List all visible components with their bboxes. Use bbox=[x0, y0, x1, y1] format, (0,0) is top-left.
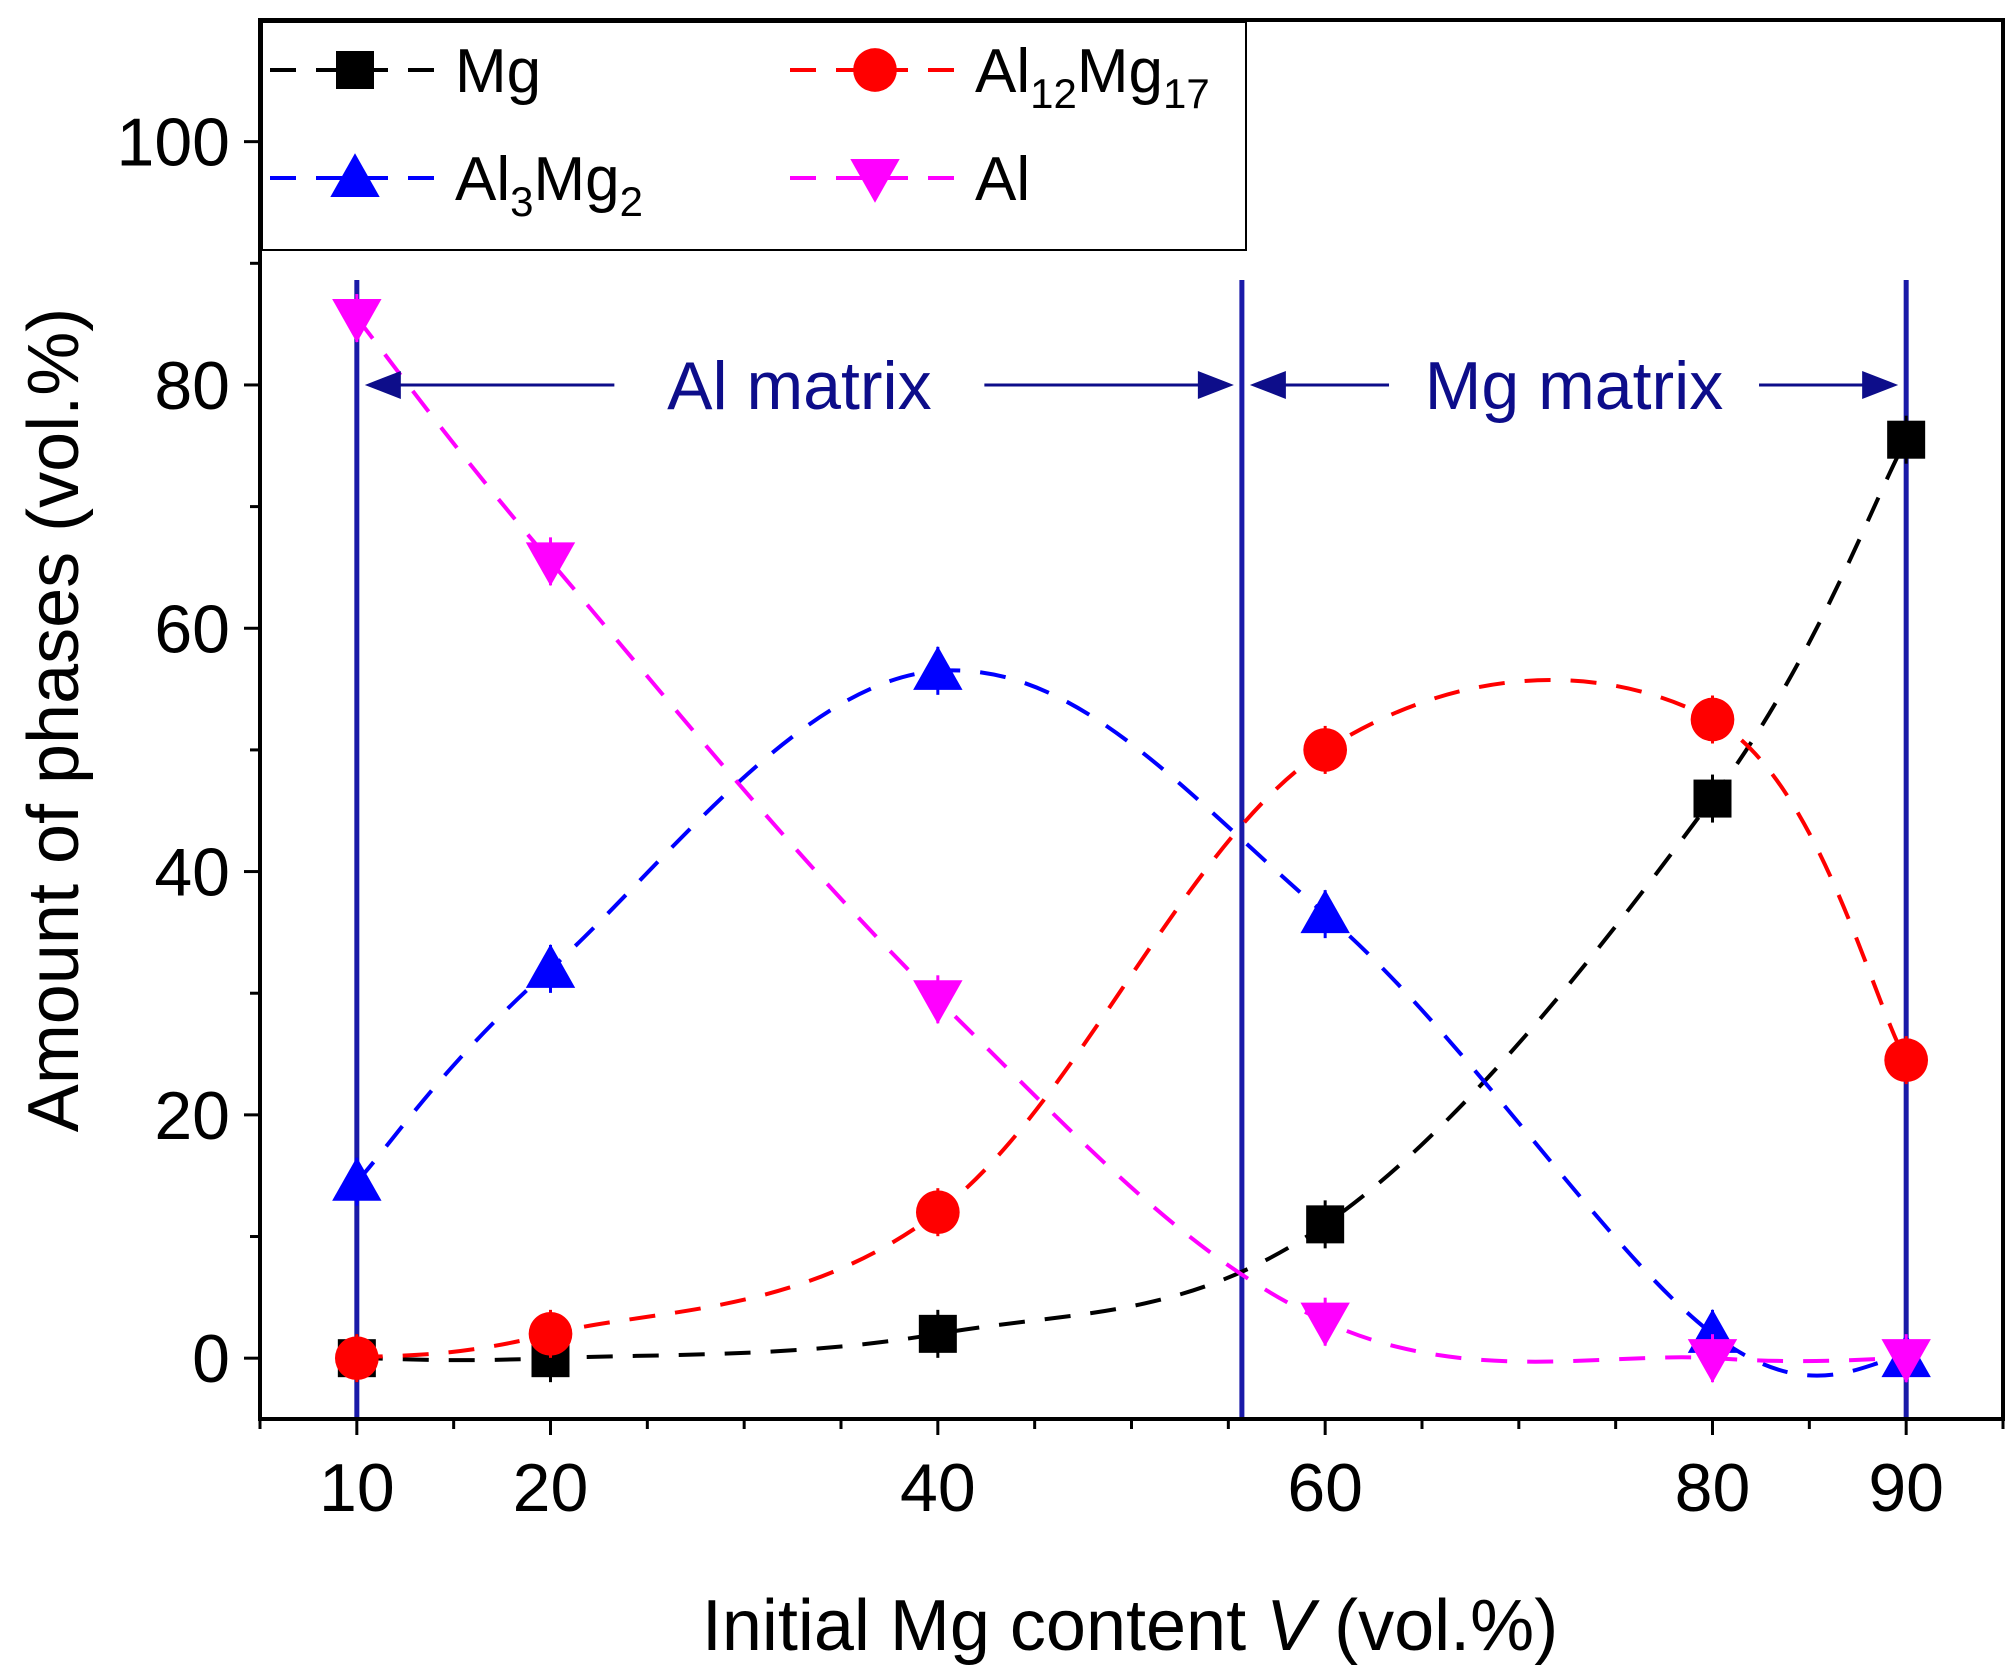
y-tick-label-80: 80 bbox=[154, 348, 230, 424]
series-line-Al12Mg17 bbox=[356, 678, 1908, 1361]
x-axis-title: Initial Mg content V (vol.%) bbox=[702, 1586, 1558, 1666]
legend-marker-Al3Mg2 bbox=[330, 153, 380, 197]
legend: Mg Al12Mg17 Al3Mg2 Al bbox=[261, 21, 1247, 251]
series-line-Al3Mg2 bbox=[355, 668, 1907, 1378]
legend-box bbox=[261, 21, 1247, 251]
region-annotations: Al matrix Mg matrix bbox=[364, 348, 1899, 424]
x-tick-label-80: 80 bbox=[1675, 1450, 1751, 1526]
annotation-label-1: Al matrix bbox=[667, 348, 931, 424]
y-tick-label-60: 60 bbox=[154, 591, 230, 667]
x-tick-label-10: 10 bbox=[319, 1450, 395, 1526]
series-line-Al bbox=[355, 316, 1907, 1364]
x-tick-label-90: 90 bbox=[1868, 1450, 1944, 1526]
annotation-label-2: Mg matrix bbox=[1425, 348, 1723, 424]
y-tick-label-40: 40 bbox=[154, 835, 230, 911]
legend-label-Mg: Mg bbox=[455, 37, 541, 106]
annotation-arrow-left-1 bbox=[364, 370, 401, 399]
legend-marker-Al bbox=[850, 159, 900, 203]
legend-label-Al: Al bbox=[975, 145, 1030, 214]
y-tick-label-100: 100 bbox=[117, 105, 230, 181]
region-boundaries bbox=[354, 280, 1909, 1419]
series-lines bbox=[355, 316, 1908, 1378]
y-axis-title: Amount of phases (vol.%) bbox=[14, 308, 94, 1132]
x-tick-label-20: 20 bbox=[513, 1450, 589, 1526]
legend-marker-Al12Mg17 bbox=[853, 48, 897, 92]
series-line-Mg bbox=[356, 438, 1908, 1363]
annotation-arrow-left-2 bbox=[1249, 370, 1286, 399]
legend-label-Al3Mg2: Al3Mg2 bbox=[455, 145, 643, 225]
y-tick-label-0: 0 bbox=[192, 1321, 230, 1397]
annotation-arrow-right-2 bbox=[1862, 370, 1899, 399]
x-tick-label-60: 60 bbox=[1287, 1450, 1363, 1526]
legend-marker-Mg bbox=[336, 51, 374, 89]
x-tick-label-40: 40 bbox=[900, 1450, 976, 1526]
legend-label-Al12Mg17: Al12Mg17 bbox=[975, 37, 1210, 117]
axis-ticks: 10 20 40 60 80 90 0 20 40 60 80 100 bbox=[117, 105, 2005, 1526]
annotation-arrow-right-1 bbox=[1197, 370, 1234, 399]
series-markers bbox=[332, 294, 1931, 1383]
y-tick-label-20: 20 bbox=[154, 1078, 230, 1154]
